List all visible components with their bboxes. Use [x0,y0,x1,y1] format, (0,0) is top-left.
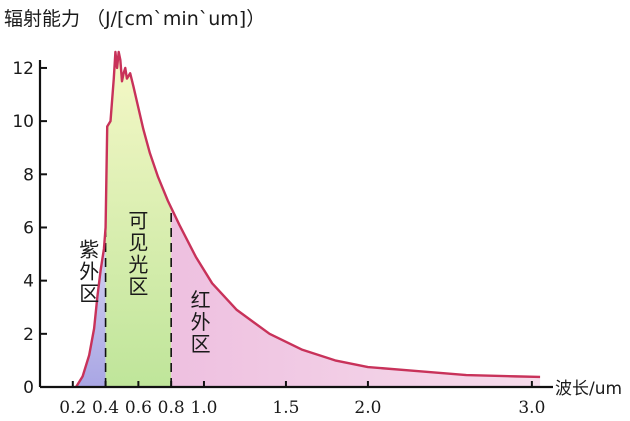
y-ticks: 0 2 4 6 8 10 12 [12,59,47,398]
region-label-2: 红外区 [191,288,211,356]
y-tick-label: 4 [23,272,34,292]
region-fills [76,52,541,387]
radiation-curve [75,50,541,388]
y-tick-label: 0 [23,378,34,398]
x-tick-label: 3.0 [518,398,545,418]
region-label-1: 可见光区 [128,208,148,298]
y-tick-label: 10 [12,112,34,132]
region-fill-2 [171,207,541,387]
region-fill-1 [105,52,172,387]
x-axis-label: 波长/um [555,379,622,399]
x-ticks: 0.2 0.4 0.6 0.8 1.0 1.5 2.0 3.0 [59,381,545,418]
x-tick-label: 2.0 [354,398,381,418]
x-tick-label: 0.8 [158,398,185,418]
y-tick-label: 2 [23,325,34,345]
region-fill-0 [76,227,106,387]
x-tick-label: 1.5 [272,398,299,418]
y-tick-label: 12 [12,59,34,79]
x-tick-label: 0.2 [59,398,86,418]
region-dividers [104,207,172,387]
y-tick-label: 8 [23,165,34,185]
x-tick-label: 1.0 [190,398,217,418]
x-tick-label: 0.4 [92,398,119,418]
chart-title: 辐射能力 （J/[cm`min`um]） [4,8,265,30]
region-label-0: 紫外区 [79,238,99,306]
y-tick-label: 6 [23,218,34,238]
x-tick-label: 0.6 [125,398,152,418]
